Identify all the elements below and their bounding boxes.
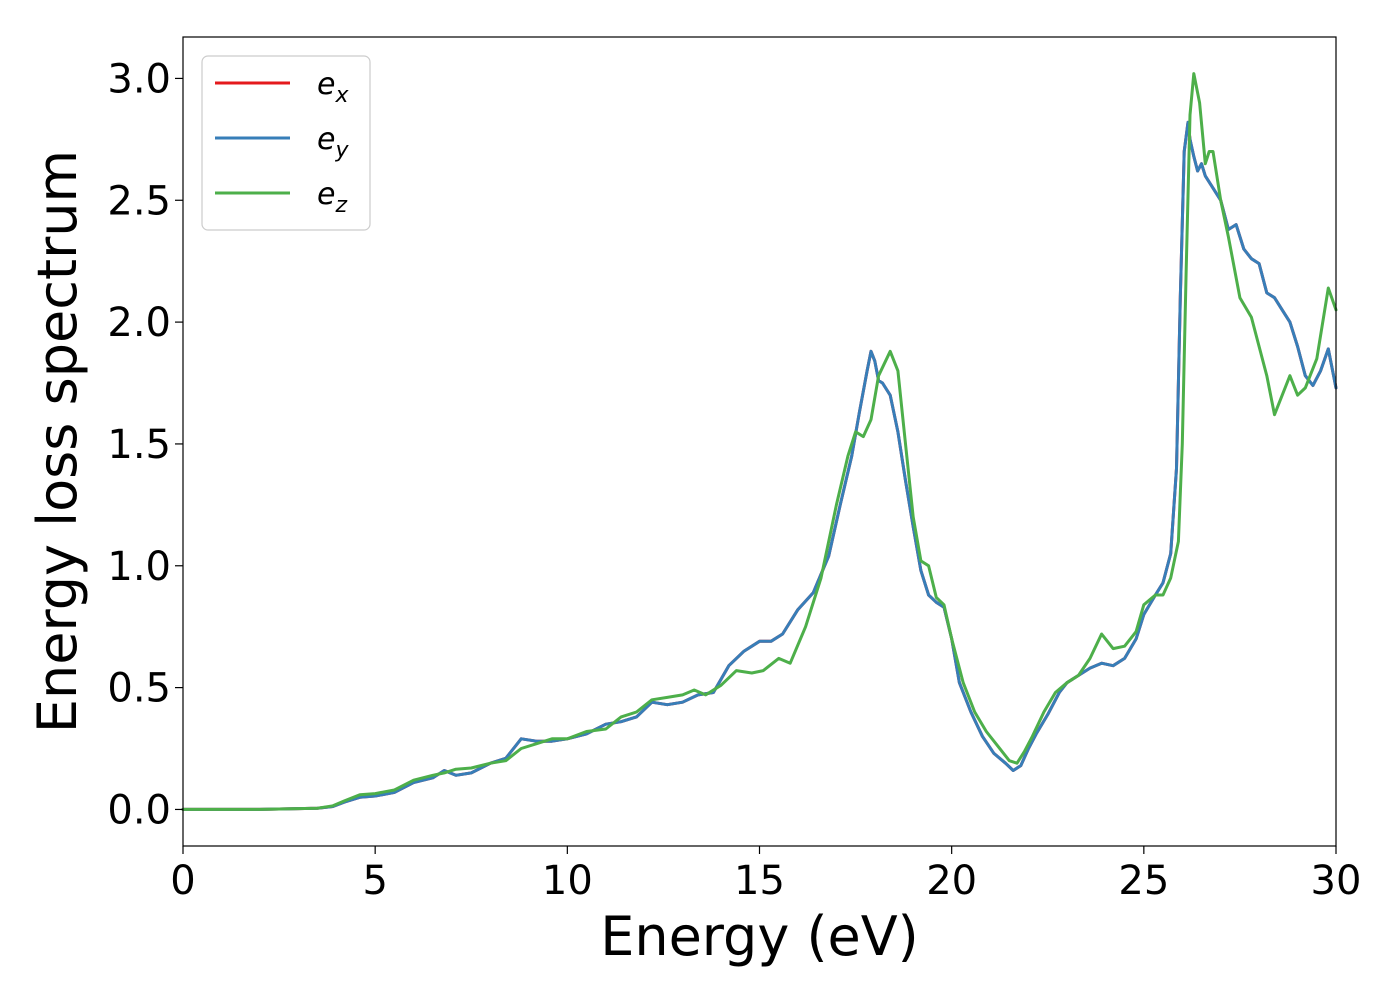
y-tick-label: 1.0: [107, 544, 171, 590]
legend-label-subscript: y: [334, 138, 349, 163]
legend-label-base: e: [317, 67, 335, 102]
legend-label-ez: ez: [317, 177, 347, 218]
y-axis-title: Energy loss spectrum: [26, 150, 89, 733]
legend-label-base: e: [317, 177, 335, 212]
y-tick-label: 2.5: [107, 178, 171, 224]
x-tick-label: 30: [1311, 858, 1362, 904]
x-axis-ticks: 0 5 10 15 20 25 30: [170, 846, 1361, 904]
x-tick-label: 20: [926, 858, 977, 904]
x-tick-label: 10: [542, 858, 593, 904]
y-tick-label: 0.0: [107, 787, 171, 833]
series-line-ez: [181, 72, 1338, 811]
y-tick-label: 2.0: [107, 300, 171, 346]
legend-label-ey: ey: [317, 122, 349, 163]
x-tick-label: 0: [170, 858, 195, 904]
y-tick-label: 1.5: [107, 422, 171, 468]
x-tick-label: 15: [734, 858, 785, 904]
x-tick-label: 25: [1118, 858, 1169, 904]
y-tick-label: 0.5: [107, 666, 171, 712]
y-tick-label: 3.0: [107, 56, 171, 102]
y-axis-ticks: 0.0 0.5 1.0 1.5 2.0 2.5 3.0: [107, 56, 183, 833]
legend-label-subscript: x: [334, 83, 349, 108]
legend-label-subscript: z: [334, 193, 347, 218]
legend-label-ex: ex: [317, 67, 349, 108]
series-layer: [181, 72, 1338, 811]
legend-label-base: e: [317, 122, 335, 157]
x-tick-label: 5: [362, 858, 387, 904]
x-axis-title: Energy (eV): [600, 905, 919, 968]
legend-frame: [201, 55, 371, 231]
